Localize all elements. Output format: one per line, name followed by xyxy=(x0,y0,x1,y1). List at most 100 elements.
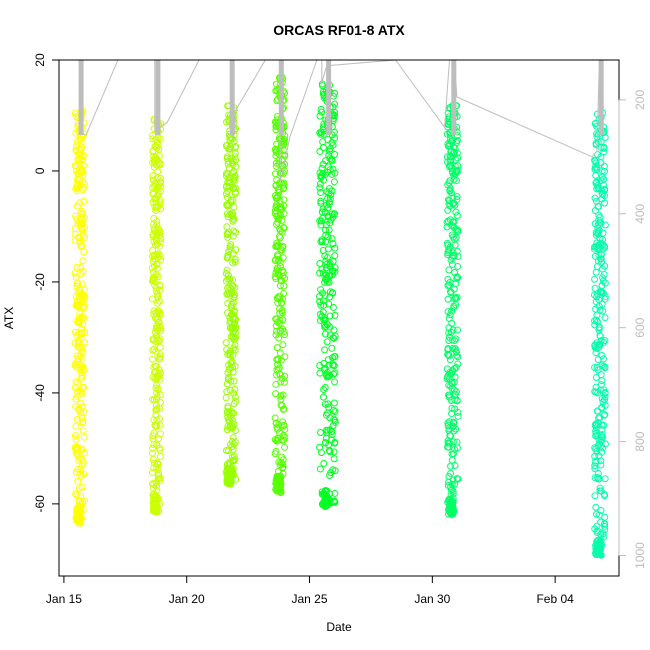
data-point xyxy=(150,163,158,171)
data-point xyxy=(231,255,239,263)
data-point xyxy=(76,136,84,144)
data-point xyxy=(330,399,338,407)
data-point xyxy=(331,369,339,377)
data-point xyxy=(331,108,339,116)
data-point xyxy=(153,389,161,397)
data-point xyxy=(151,278,159,286)
data-point xyxy=(324,356,332,364)
data-point xyxy=(229,227,237,235)
data-point xyxy=(275,188,283,196)
data-point xyxy=(153,508,161,516)
data-point xyxy=(326,448,334,456)
data-point xyxy=(71,339,79,347)
data-point xyxy=(152,271,160,279)
data-point xyxy=(321,439,329,447)
data-point xyxy=(448,404,456,412)
data-point xyxy=(78,325,86,333)
data-point xyxy=(272,269,280,277)
data-point xyxy=(321,383,329,391)
data-point xyxy=(600,355,608,363)
data-point xyxy=(227,198,235,206)
chart-title: ORCAS RF01-8 ATX xyxy=(273,22,405,38)
data-point xyxy=(271,273,279,281)
data-point xyxy=(446,333,453,341)
data-point xyxy=(445,246,453,254)
data-point xyxy=(331,244,339,252)
data-point xyxy=(592,197,600,205)
data-point xyxy=(452,294,460,302)
data-point xyxy=(152,229,160,237)
data-point xyxy=(275,477,283,485)
data-point xyxy=(152,362,159,370)
data-point xyxy=(601,513,609,521)
data-point xyxy=(326,259,334,267)
data-point xyxy=(320,385,328,393)
data-point xyxy=(76,234,84,242)
data-point xyxy=(597,138,605,146)
data-point xyxy=(224,178,232,186)
data-point xyxy=(454,154,462,162)
data-point xyxy=(317,197,325,205)
data-point xyxy=(151,241,159,249)
data-point xyxy=(592,503,600,511)
data-point xyxy=(223,153,231,161)
data-point xyxy=(81,497,89,505)
data-point xyxy=(78,371,86,379)
data-point xyxy=(80,184,88,192)
data-point xyxy=(452,388,460,396)
data-point xyxy=(317,130,325,138)
data-point xyxy=(321,275,329,283)
data-point xyxy=(228,465,236,473)
data-point xyxy=(225,289,233,297)
data-point xyxy=(320,459,328,467)
data-point xyxy=(72,167,80,175)
data-point xyxy=(149,346,157,354)
data-point xyxy=(228,453,236,461)
data-point xyxy=(280,179,288,187)
data-point xyxy=(325,198,333,206)
data-point xyxy=(316,147,324,155)
data-point xyxy=(156,286,164,294)
data-point xyxy=(446,157,454,165)
data-point xyxy=(279,460,287,468)
data-point xyxy=(593,528,601,536)
data-point xyxy=(323,338,331,346)
data-point xyxy=(598,426,606,434)
x-axis-label: Date xyxy=(326,620,352,634)
data-point xyxy=(330,406,338,414)
data-point xyxy=(597,433,605,441)
data-point xyxy=(451,396,459,404)
data-point xyxy=(80,433,88,441)
data-point xyxy=(453,352,461,360)
data-point xyxy=(449,423,457,431)
data-point xyxy=(324,204,332,212)
data-point xyxy=(222,142,230,150)
data-point xyxy=(226,386,234,394)
data-point xyxy=(80,161,88,169)
data-point xyxy=(591,364,599,372)
data-point xyxy=(77,243,85,251)
data-point xyxy=(325,213,333,221)
data-point xyxy=(80,365,88,373)
data-point xyxy=(149,432,157,440)
data-point xyxy=(273,436,281,444)
data-point xyxy=(228,135,236,143)
data-point xyxy=(80,314,88,322)
data-point xyxy=(444,295,452,303)
data-point xyxy=(150,156,158,164)
data-point xyxy=(323,253,331,261)
data-point xyxy=(231,438,239,446)
right-axis: 200 400 600 800 1000 xyxy=(618,90,647,569)
data-point xyxy=(156,351,164,359)
data-point xyxy=(445,418,453,426)
data-point xyxy=(444,251,452,259)
data-point xyxy=(597,506,605,514)
x-axis: Jan 15 Jan 20 Jan 25 Jan 30 Feb 04 xyxy=(46,575,574,606)
data-point xyxy=(78,364,86,371)
data-point xyxy=(280,331,288,339)
data-point xyxy=(149,484,157,492)
data-point xyxy=(74,180,82,188)
data-point xyxy=(317,286,325,294)
data-point xyxy=(446,495,454,503)
data-point xyxy=(317,429,325,436)
